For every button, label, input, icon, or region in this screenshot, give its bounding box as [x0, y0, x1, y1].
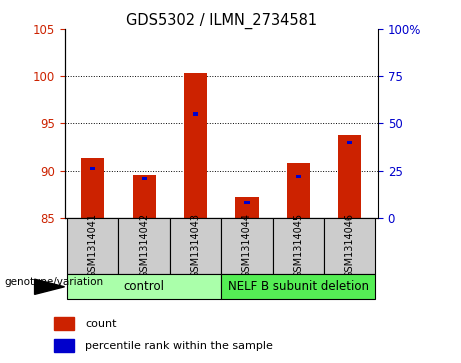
Text: GSM1314045: GSM1314045	[293, 213, 303, 278]
Bar	[236, 197, 259, 218]
Text: control: control	[124, 280, 165, 293]
Bar	[118, 218, 170, 274]
Bar	[184, 73, 207, 218]
Text: GSM1314043: GSM1314043	[190, 213, 201, 278]
Text: count: count	[85, 318, 117, 329]
Bar	[90, 167, 95, 170]
Bar	[338, 135, 361, 218]
Bar	[347, 140, 352, 144]
Text: GSM1314042: GSM1314042	[139, 213, 149, 278]
Text: GSM1314046: GSM1314046	[345, 213, 355, 278]
Polygon shape	[35, 279, 65, 294]
Bar	[324, 218, 375, 274]
Bar	[221, 274, 375, 299]
Bar	[272, 218, 324, 274]
Bar	[67, 218, 118, 274]
Text: percentile rank within the sample: percentile rank within the sample	[85, 341, 273, 351]
Title: GDS5302 / ILMN_2734581: GDS5302 / ILMN_2734581	[126, 13, 317, 29]
Bar	[142, 176, 147, 180]
Bar	[81, 158, 104, 218]
Bar	[54, 339, 74, 352]
Bar	[54, 317, 74, 330]
Bar	[287, 163, 310, 218]
Bar	[67, 274, 221, 299]
Bar	[244, 201, 249, 204]
Bar	[170, 218, 221, 274]
Bar	[133, 175, 156, 218]
Bar	[193, 112, 198, 116]
Text: NELF B subunit deletion: NELF B subunit deletion	[228, 280, 369, 293]
Text: genotype/variation: genotype/variation	[5, 277, 104, 287]
Bar	[296, 175, 301, 178]
Bar	[221, 218, 272, 274]
Text: GSM1314044: GSM1314044	[242, 213, 252, 278]
Text: GSM1314041: GSM1314041	[88, 213, 98, 278]
